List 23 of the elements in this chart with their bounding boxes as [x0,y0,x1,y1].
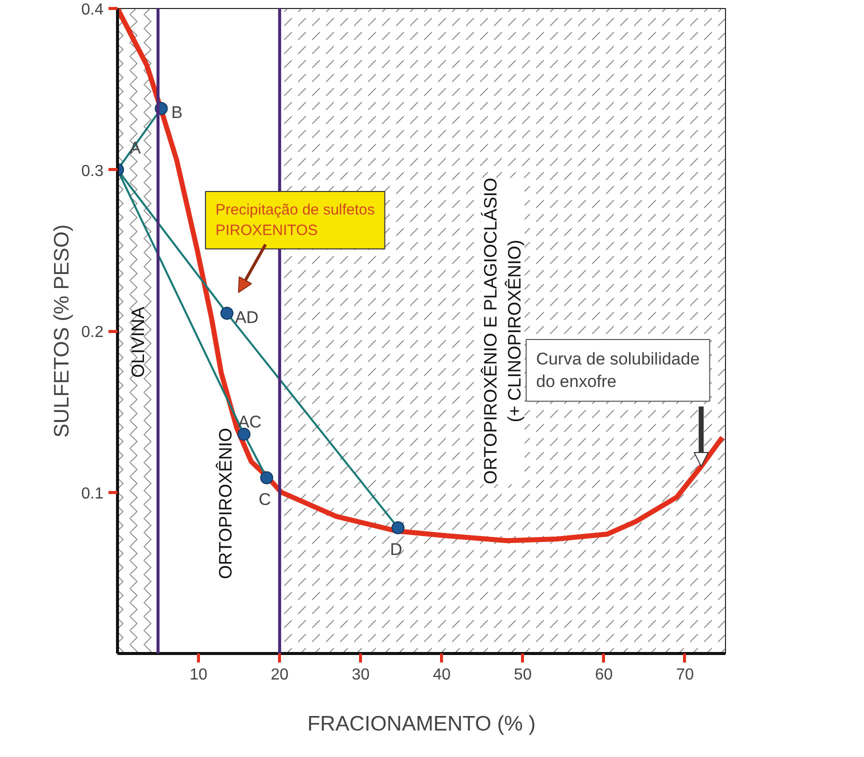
x-tick-label: 60 [595,666,613,684]
x-tick-label: 20 [270,666,289,684]
y-tick-label: 0.2 [81,324,104,341]
y-axis-title: SULFETOS (% PESO) [50,224,74,438]
annotation: AD [234,308,259,327]
annotation: ORTOPIROXÊNIO [216,428,236,580]
annotation: Curva de solubilidade do enxofre [536,349,700,392]
x-tick-label: 30 [352,666,370,684]
y-tick-label: 0.4 [81,2,104,18]
x-tick-label: 50 [514,666,532,684]
annotation: D [390,540,402,560]
x-tick-label: 70 [676,666,694,684]
band-label: ORTOPIROXÊNIO E PLAGIOCLÁSIO (+ CLINOPIROXÊNIO) [480,178,525,484]
band-label: OLIVINA [128,306,148,378]
x-tick-label: 40 [432,666,451,684]
annotation: AC [238,412,262,432]
annotation: C [258,490,271,510]
y-tick-label: 0.3 [81,162,104,180]
x-tick-label: 10 [190,666,208,684]
annotation: B [171,102,183,122]
y-tick-label: 0.1 [81,485,104,502]
annotation: Precipitação de sulfetos PIROXENITOS [216,202,375,239]
x-axis-title: FRACIONAMENTO (% ) [307,712,536,736]
